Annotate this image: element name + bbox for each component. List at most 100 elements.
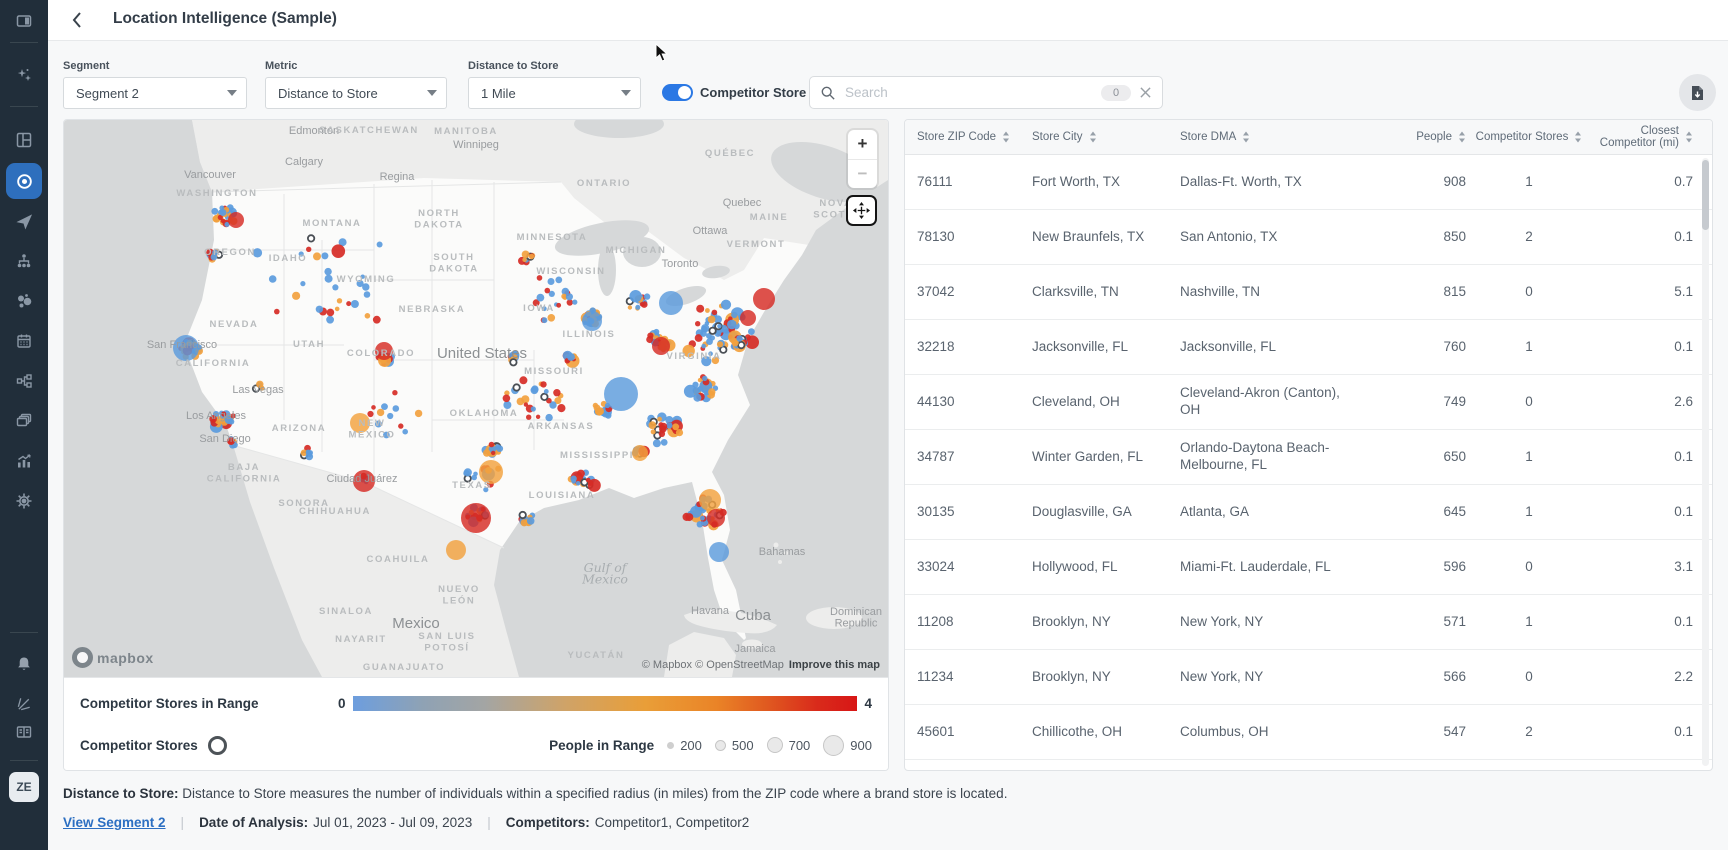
table-row: 32218 Jacksonville, FL Jacksonville, FL 760… [905, 320, 1712, 375]
store-dot-blue [541, 317, 548, 324]
collapse-panel-icon[interactable] [0, 4, 48, 38]
map-label: COAHUILA [367, 554, 430, 565]
store-dot-orange [520, 519, 528, 527]
store-dot-blue [496, 445, 504, 452]
sidebar-item-send-icon[interactable] [0, 204, 48, 238]
zoom-in-button[interactable]: + [848, 130, 877, 160]
table-cell: 0 [1525, 668, 1533, 684]
table-cell: 34787 [917, 448, 955, 464]
table-cell: Jacksonville, FL [1180, 338, 1277, 354]
map-label: ARKANSAS [528, 421, 595, 432]
map-attribution: © Mapbox © OpenStreetMap Improve this map [642, 659, 880, 671]
store-dot-red [553, 389, 561, 397]
map-label: Las Vegas [232, 384, 284, 396]
store-dot-orange [364, 313, 371, 319]
store-dot-red [502, 394, 511, 403]
column-header-2[interactable]: Store City [1032, 131, 1180, 143]
map-pan-button[interactable] [846, 195, 877, 226]
map-label: WASHINGTON [176, 188, 257, 199]
table-scrollbar-thumb[interactable] [1702, 160, 1709, 230]
store-dot-orange [256, 380, 264, 388]
store-dot-red [557, 404, 566, 413]
map-label: QUÉBEC [705, 148, 755, 159]
download-button[interactable] [1679, 74, 1716, 111]
map-label: IDAHO [269, 253, 308, 264]
store-dot-red [535, 414, 541, 419]
column-header-3[interactable]: Store DMA [1180, 131, 1378, 143]
docs-book-icon[interactable] [0, 715, 48, 749]
notifications-bell-icon[interactable] [0, 647, 48, 681]
store-dot-orange [521, 250, 530, 259]
store-dot-blue [696, 521, 703, 528]
store-dot-blue [692, 381, 699, 388]
map-label: MANITOBA [434, 126, 498, 137]
store-dot-orange [708, 388, 716, 396]
search-clear-icon[interactable] [1140, 87, 1151, 98]
column-header-1[interactable]: Store ZIP Code [917, 131, 1032, 143]
map-label: SASKATCHEWAN [319, 125, 419, 136]
search-input[interactable] [843, 84, 1101, 101]
mapbox-logo[interactable]: mapbox [72, 646, 154, 669]
store-dot-red [375, 342, 393, 360]
segment-dropdown[interactable]: Segment 2 [63, 77, 247, 109]
sidebar-item-location-intelligence[interactable] [6, 163, 42, 199]
store-dot-blue [381, 403, 388, 410]
store-dot-blue [376, 241, 383, 248]
store-dot-blue [536, 293, 545, 302]
improve-map-link[interactable]: Improve this map [788, 659, 880, 671]
map-label: Havana [691, 605, 730, 617]
store-dot-blue [383, 431, 390, 439]
competitor-store-toggle[interactable] [662, 84, 693, 101]
sidebar-item-flow-icon[interactable] [0, 364, 48, 398]
metric-dropdown[interactable]: Distance to Store [265, 77, 447, 109]
store-dot-blue [565, 293, 573, 301]
column-header-6[interactable]: Closest Competitor (mi) [1592, 125, 1693, 149]
map-label: Gulf of Mexico [581, 560, 629, 587]
zoom-out-button[interactable]: − [857, 163, 868, 183]
back-button[interactable] [66, 9, 88, 31]
whats-new-signal-icon[interactable] [0, 686, 48, 720]
map-label: SOUTH DAKOTA [429, 252, 479, 275]
store-dot-blue [701, 356, 712, 367]
store-dot-orange [313, 252, 321, 261]
store-dot-blue [219, 209, 227, 216]
sidebar-item-dashboards[interactable] [0, 123, 48, 157]
sidebar-item-layers-icon[interactable] [0, 404, 48, 438]
store-dot-blue [315, 305, 324, 313]
user-avatar[interactable]: ZE [9, 772, 39, 802]
store-dot-blue [548, 290, 555, 297]
sidebar-item-bubbles-icon[interactable] [0, 284, 48, 318]
distance-filter-label: Distance to Store [468, 60, 559, 72]
sidebar-item-trend-chart-icon[interactable] [0, 444, 48, 478]
map-label: NORTH DAKOTA [414, 208, 464, 231]
column-header-5[interactable]: Competitor Stores [1466, 131, 1592, 143]
sidebar-item-calendar-icon[interactable] [0, 324, 48, 358]
store-dot-orange [528, 253, 535, 260]
attribution-text[interactable]: © Mapbox © OpenStreetMap [641, 659, 784, 671]
column-header-4[interactable]: People [1378, 131, 1466, 143]
metric-description: Distance to Store: Distance to Store mea… [63, 786, 1007, 801]
ai-sparkles-icon[interactable] [0, 58, 48, 92]
table-cell: Winter Garden, FL [1032, 448, 1144, 464]
store-dot-red [331, 244, 346, 258]
table-cell: Brooklyn, NY [1032, 668, 1111, 684]
sidebar-item-hierarchy-icon[interactable] [0, 244, 48, 278]
store-dot-blue [731, 311, 738, 319]
map-label: YUCATÁN [568, 650, 625, 661]
map-canvas[interactable]: Edmonton SASKATCHEWAN MANITOBA Calgary Vanco… [64, 120, 888, 678]
table-cell: 76111 [917, 173, 953, 189]
table-cell: 645 [1443, 503, 1466, 519]
store-dot-red [209, 415, 217, 423]
store-dot-ring [708, 326, 717, 335]
table-cell: 0.1 [1674, 503, 1693, 519]
search-result-count-badge: 0 [1101, 84, 1131, 101]
store-dot-red [695, 321, 701, 327]
view-segment-link[interactable]: View Segment 2 [63, 815, 166, 830]
sidebar-item-settings-gear-icon[interactable] [0, 484, 48, 518]
store-dot-blue [360, 274, 365, 279]
distance-dropdown[interactable]: 1 Mile [468, 77, 641, 109]
table-row: 11208 Brooklyn, NY New York, NY 571 1 0.1 [905, 595, 1712, 650]
store-dot-blue [356, 279, 364, 288]
table-cell: Cleveland-Akron (Canton), OH [1180, 385, 1340, 417]
store-dot-red [532, 299, 540, 307]
